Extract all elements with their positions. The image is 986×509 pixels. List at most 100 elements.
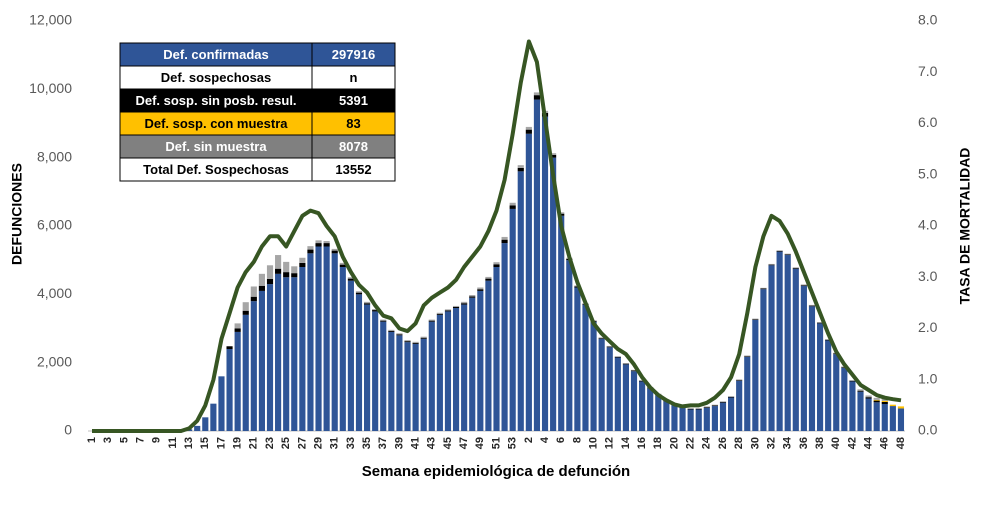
table-row <box>119 157 396 182</box>
bar-segment <box>444 311 452 431</box>
x-tick-label: 42 <box>846 437 858 449</box>
bar-segment <box>469 297 476 431</box>
bar-segment <box>388 329 395 331</box>
table-value: 8078 <box>339 139 368 154</box>
bar-segment <box>768 264 775 266</box>
bar-segment <box>347 277 354 279</box>
bar-segment <box>266 284 274 431</box>
bar-segment <box>533 99 541 431</box>
bar-segment <box>404 342 411 431</box>
bar-segment <box>266 278 274 285</box>
bar-segment <box>857 391 864 431</box>
x-tick-label: 35 <box>361 437 373 449</box>
bar-segment <box>315 246 322 431</box>
bar-segment <box>372 311 379 431</box>
bar-segment <box>857 389 864 391</box>
bar-segment <box>865 398 872 431</box>
y2-tick-label: 8.0 <box>918 12 938 28</box>
bar-segment <box>509 208 516 431</box>
bar-segment <box>695 408 702 410</box>
bar-segment <box>396 335 403 431</box>
x-tick-label: 16 <box>636 437 648 449</box>
bar-segment <box>550 157 557 431</box>
x-tick-label: 36 <box>798 437 810 449</box>
bar-segment <box>428 321 435 431</box>
y2-tick-label: 4.0 <box>918 217 938 233</box>
bar-segment <box>323 243 330 247</box>
bar-segment <box>889 406 896 431</box>
x-axis-title: Semana epidemiológica de defunción <box>362 463 630 480</box>
bar-segment <box>485 278 492 281</box>
rate-line <box>92 39 902 433</box>
bar-segment <box>420 336 427 338</box>
bar-segment <box>380 321 387 431</box>
bar-segment <box>250 296 257 302</box>
y-tick-label: 0 <box>64 422 72 438</box>
x-tick-label: 43 <box>426 437 438 449</box>
bar-segment <box>331 253 338 431</box>
bar-segment <box>517 171 524 432</box>
bar-segment <box>339 264 346 267</box>
bar-segment <box>307 249 314 254</box>
bar-segment <box>736 379 743 381</box>
x-tick-label: 7 <box>134 437 146 443</box>
x-tick-label: 3 <box>102 437 114 443</box>
x-tick-label: 18 <box>652 437 664 449</box>
bar-segment <box>598 338 605 431</box>
bar-segment <box>784 253 791 255</box>
bar-segment <box>412 343 419 431</box>
bar-segment <box>339 267 346 431</box>
bar-segment <box>574 287 581 431</box>
y-tick-label: 6,000 <box>37 217 72 233</box>
bar-segment <box>452 306 460 308</box>
y-tick-label: 10,000 <box>29 80 72 96</box>
x-tick-label: 1 <box>86 437 98 443</box>
bar-segment <box>428 319 435 321</box>
bar-segment <box>501 243 508 431</box>
bar-segment <box>784 255 791 431</box>
bar-segment <box>533 95 541 100</box>
bar-segment <box>372 309 379 311</box>
y2-tick-label: 2.0 <box>918 319 938 335</box>
bar-segment <box>347 278 354 281</box>
bar-segment <box>711 404 718 406</box>
x-tick-label: 15 <box>199 437 211 449</box>
bar-segment <box>258 273 265 286</box>
x-tick-label: 30 <box>749 437 761 449</box>
x-tick-label: 8 <box>571 437 583 443</box>
bar-segment <box>744 355 751 357</box>
bar-segment <box>331 250 338 254</box>
bar-segment <box>218 376 225 431</box>
bar-segment <box>461 303 468 305</box>
x-tick-label: 41 <box>410 437 422 449</box>
bar-segment <box>622 363 629 364</box>
bar-segment <box>469 296 476 298</box>
bar-segment <box>736 380 743 431</box>
x-tick-label: 11 <box>167 437 179 449</box>
bar-segment <box>517 167 524 172</box>
bar-segment <box>242 302 249 311</box>
bar-segment <box>639 381 646 431</box>
bar-segment <box>388 330 395 332</box>
table-label: Def. confirmadas <box>163 47 268 62</box>
bar-segment <box>275 268 282 274</box>
bar-segment <box>816 322 824 324</box>
bar-segment <box>865 395 872 398</box>
y2-axis-title: TASA DE MORTALIDAD <box>957 148 973 305</box>
bar-segment <box>372 310 379 312</box>
bar-segment <box>291 277 298 431</box>
bar-segment <box>525 133 532 431</box>
bar-segment <box>719 401 727 402</box>
bar-segment <box>275 273 282 431</box>
bar-segment <box>744 356 751 431</box>
bar-segment <box>768 263 775 265</box>
bar-segment <box>380 319 387 321</box>
bar-segment <box>275 255 282 269</box>
table-label: Def. sosp. sin posb. resul. <box>135 93 296 108</box>
bar-segment <box>849 380 856 381</box>
bar-segment <box>283 277 290 431</box>
table-value: 13552 <box>335 162 371 177</box>
bar-segment <box>792 268 799 431</box>
bar-segment <box>760 287 767 289</box>
bar-segment <box>630 370 638 372</box>
